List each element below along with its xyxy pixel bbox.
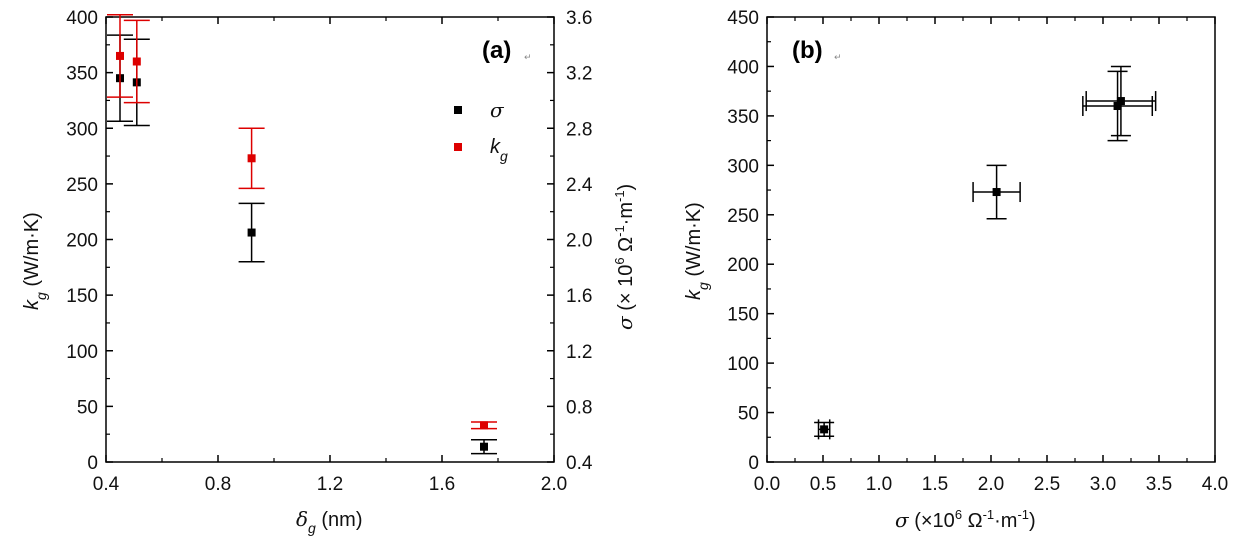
y2-tick-label: 1.2 <box>566 342 592 363</box>
panel-b: 0.0 0.5 1.0 1.5 2.0 2.5 3.0 3.5 4.0 0 50 100 150 200… <box>683 8 1228 532</box>
data-marks-a <box>107 14 497 455</box>
data-point <box>820 425 829 434</box>
y-axis-ticks-a: 0 50 100 150 200 250 300 350 400 <box>66 8 113 474</box>
x-axis-ticks-b: 0.0 0.5 1.0 1.5 2.0 2.5 3.0 3.5 4.0 <box>754 17 1228 495</box>
y-tick-label: 400 <box>66 8 98 29</box>
x-tick-label: 3.0 <box>1090 474 1116 495</box>
x-tick-label: 2.0 <box>541 474 567 495</box>
data-point <box>1116 97 1125 106</box>
y-tick-label: 250 <box>66 175 98 196</box>
x-tick-label: 1.0 <box>866 474 892 495</box>
legend-marker-kg <box>454 143 462 151</box>
y2-axis-ticks-a: 0.4 0.8 1.2 1.6 2.0 2.4 2.8 3.2 3.6 <box>547 8 593 474</box>
plot-frame-b <box>766 16 1216 463</box>
y2-tick-label: 1.6 <box>566 286 592 307</box>
data-point <box>480 442 488 451</box>
legend-label-kg: kg <box>490 136 508 164</box>
legend-a: σ kg <box>454 98 508 164</box>
x-axis-ticks-a: 0.4 0.8 1.2 1.6 2.0 <box>93 17 567 495</box>
y-tick-label: 50 <box>77 397 98 418</box>
y2-tick-label: 3.2 <box>566 64 592 85</box>
panel-a: 0.4 0.8 1.2 1.6 2.0 0 50 100 150 200 250 300 350 400… <box>21 8 637 536</box>
x-tick-label: 0.0 <box>754 474 780 495</box>
y-tick-label: 350 <box>727 107 759 128</box>
data-point <box>247 154 256 163</box>
y2-tick-label: 2.4 <box>566 175 593 196</box>
data-point <box>116 51 124 60</box>
y-tick-label: 100 <box>66 342 98 363</box>
data-point <box>1113 102 1122 110</box>
y-axis-label-b: kg (W/m·K) <box>683 202 711 300</box>
x-tick-label: 1.5 <box>922 474 948 495</box>
y-tick-label: 0 <box>87 453 98 474</box>
y-tick-label: 150 <box>727 305 759 326</box>
y-tick-label: 200 <box>66 231 98 252</box>
y-tick-label: 300 <box>66 119 98 140</box>
y2-tick-label: 3.6 <box>566 8 592 29</box>
y-tick-label: 300 <box>727 156 759 177</box>
x-tick-label: 1.6 <box>429 474 455 495</box>
y-tick-label: 350 <box>66 64 98 85</box>
panel-label-a: (a) <box>482 37 511 64</box>
y-tick-label: 100 <box>727 354 759 375</box>
data-point <box>132 57 141 66</box>
panel-label-b: (b) <box>792 37 823 64</box>
data-point <box>480 421 488 430</box>
y-axis-ticks-b: 0 50 100 150 200 250 300 350 400 450 <box>727 8 774 474</box>
x-axis-label-a: δg (nm) <box>296 507 363 536</box>
x-tick-label: 0.8 <box>205 474 231 495</box>
x-tick-label: 4.0 <box>1202 474 1228 495</box>
panel-mark-b: ↵ <box>834 53 842 63</box>
y-tick-label: 150 <box>66 286 98 307</box>
x-tick-label: 2.5 <box>1034 474 1060 495</box>
legend-marker-sigma <box>454 106 462 114</box>
panel-mark-a: ↵ <box>524 53 532 63</box>
data-point <box>992 188 1001 197</box>
data-marks-b <box>814 65 1157 440</box>
y-tick-label: 50 <box>738 404 759 425</box>
y-tick-label: 200 <box>727 255 759 276</box>
y-tick-label: 400 <box>727 57 759 78</box>
data-point <box>247 228 256 237</box>
x-tick-label: 2.0 <box>978 474 1004 495</box>
x-tick-label: 1.2 <box>317 474 343 495</box>
y-axis-label-a: kg (W/m·K) <box>21 212 49 310</box>
x-tick-label: 0.5 <box>810 474 836 495</box>
y2-tick-label: 0.8 <box>566 397 592 418</box>
y2-tick-label: 2.8 <box>566 119 592 140</box>
legend-label-sigma: σ <box>490 98 505 122</box>
y-tick-label: 250 <box>727 206 759 227</box>
y-tick-label: 0 <box>748 453 759 474</box>
x-tick-label: 3.5 <box>1146 474 1172 495</box>
x-tick-label: 0.4 <box>93 474 120 495</box>
y2-tick-label: 0.4 <box>566 453 593 474</box>
y-tick-label: 450 <box>727 8 759 29</box>
y2-tick-label: 2.0 <box>566 231 592 252</box>
y2-axis-label-a: σ (× 106 Ω-1·m-1) <box>612 184 637 330</box>
x-axis-label-b: σ (×106 Ω-1·m-1) <box>895 507 1036 532</box>
plot-frame-a <box>105 16 555 463</box>
